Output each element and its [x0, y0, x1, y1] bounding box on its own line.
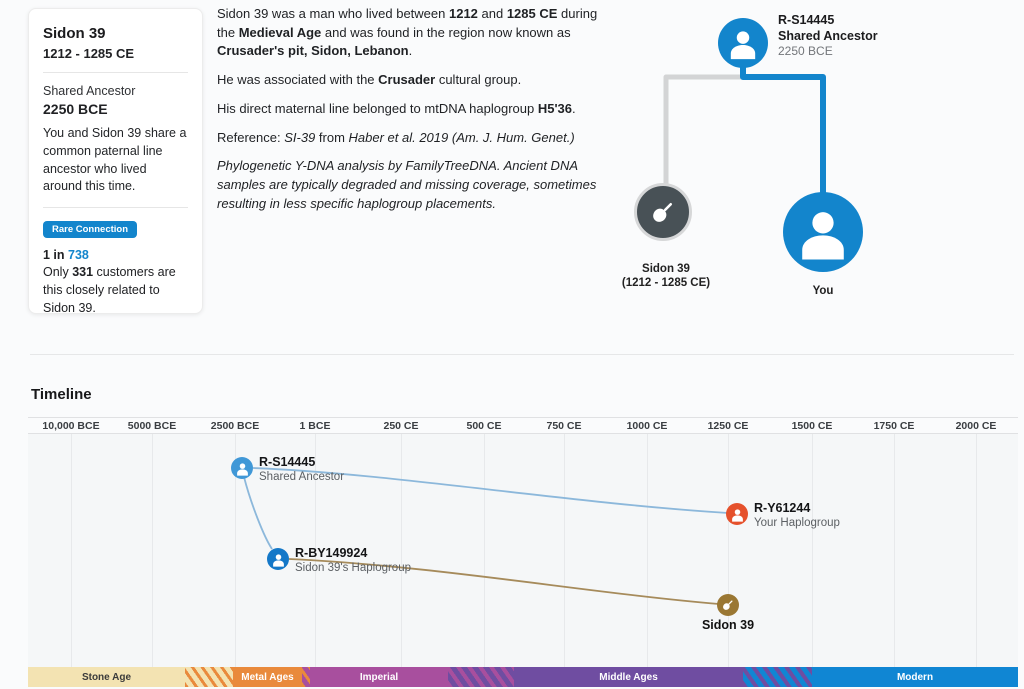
timeline-node-shared-ancestor[interactable] [231, 457, 253, 479]
timeline-shared-title: R-S14445 [259, 455, 316, 469]
timeline-branch-curves [243, 467, 729, 605]
tree-shared-ancestor-labels: R-S14445 Shared Ancestor 2250 BCE [778, 13, 878, 59]
person-icon [730, 31, 756, 60]
about-paragraph-life: Sidon 39 was a man who lived between 121… [217, 6, 598, 59]
timeline-your-hg-subtitle: Your Haplogroup [754, 517, 840, 529]
rarity-ratio[interactable]: 1 in 738 [43, 248, 89, 262]
gridline [401, 434, 402, 667]
era-metal-ages: Metal Ages [233, 667, 302, 687]
timeline-node-your-haplogroup[interactable] [726, 503, 748, 525]
era-label-middle-ages: Middle Ages [599, 671, 658, 683]
timeline-heading: Timeline [31, 386, 92, 403]
tree-ancestor-date: 2250 BCE [778, 44, 833, 59]
era-label-metal-ages: Metal Ages [241, 671, 294, 683]
timeline-shared-subtitle: Shared Ancestor [259, 471, 345, 483]
tree-connector-lines [663, 61, 826, 199]
tree-ancestor-haplogroup: R-S14445 [778, 13, 835, 27]
era-transition-imperial-middle [448, 667, 514, 687]
gridline [152, 434, 153, 667]
card-title: Sidon 39 [43, 25, 106, 42]
about-paragraph-culture: He was associated with the Crusader cult… [217, 72, 522, 88]
timeline-sidon-hg-title: R-BY149924 [295, 546, 368, 560]
tree-ancestor-label: Shared Ancestor [778, 28, 878, 43]
gridline [71, 434, 72, 667]
section-divider [30, 354, 1014, 355]
ancient-connection-card: Sidon 39 1212 - 1285 CE Shared Ancestor … [28, 8, 203, 315]
gridline [976, 434, 977, 667]
axis-tick: 750 CE [546, 420, 582, 432]
shared-ancestor-description: You and Sidon 39 share a common paternal… [43, 126, 187, 194]
axis-tick: 1500 CE [791, 420, 833, 432]
era-middle-ages: Middle Ages [514, 667, 743, 687]
timeline-node-sidon39[interactable] [717, 594, 739, 616]
era-transition-metal-imperial [302, 667, 310, 687]
tree-you-node [783, 192, 863, 272]
about-paragraph-reference: Reference: SI-39 from Haber et al. 2019 … [217, 129, 575, 145]
gridline [647, 434, 648, 667]
gridline [728, 434, 729, 667]
axis-tick: 2500 BCE [210, 420, 260, 432]
person-icon [802, 212, 844, 260]
tree-you-label: You [812, 285, 834, 297]
closeness-text: Only 331 customers are this closely rela… [43, 265, 176, 315]
rare-connection-badge: Rare Connection [43, 221, 138, 238]
era-label-imperial: Imperial [359, 671, 399, 683]
tree-sidon39-labels: Sidon 39 (1212 - 1285 CE) [600, 262, 732, 290]
era-stone-age: Stone Age [28, 667, 185, 687]
gridline [235, 434, 236, 667]
era-transition-middle-modern [743, 667, 812, 687]
era-transition-stone-metal [185, 667, 233, 687]
gridline [315, 434, 316, 667]
era-label-modern: Modern [896, 671, 934, 683]
axis-tick: 250 CE [383, 420, 419, 432]
axis-tick: 1 BCE [299, 420, 331, 432]
shared-ancestor-date: 2250 BCE [43, 101, 108, 117]
era-imperial: Imperial [310, 667, 448, 687]
card-dates: 1212 - 1285 CE [43, 46, 135, 61]
timeline-chart: R-S14445 Shared Ancestor R-BY149924 Sido… [28, 434, 1018, 667]
tree-sidon39-node [634, 183, 692, 241]
timeline-your-hg-title: R-Y61244 [754, 501, 811, 515]
card-divider [43, 72, 188, 73]
axis-tick: 5000 BCE [127, 420, 177, 432]
era-modern: Modern [812, 667, 1018, 687]
timeline-sidon-hg-subtitle: Sidon 39's Haplogroup [295, 562, 411, 574]
tree-shared-ancestor-node [718, 18, 768, 68]
tree-sidon39-dates: (1212 - 1285 CE) [621, 277, 711, 290]
ancestry-tree-diagram: R-S14445 Shared Ancestor 2250 BCE Sidon … [610, 0, 1024, 315]
gridline [484, 434, 485, 667]
about-section: Sidon 39 was a man who lived between 121… [217, 5, 614, 223]
axis-tick: 1000 CE [626, 420, 668, 432]
person-icon [731, 508, 743, 522]
axis-tick: 1250 CE [707, 420, 749, 432]
timeline-axis: 10,000 BCE 5000 BCE 2500 BCE 1 BCE 250 C… [28, 417, 1018, 434]
timeline-shared-labels: R-S14445 Shared Ancestor [259, 455, 344, 485]
era-label-stone-age: Stone Age [81, 671, 132, 683]
shared-ancestor-label: Shared Ancestor [43, 84, 136, 98]
shovel-icon [653, 202, 673, 222]
timeline-sidon-hg-labels: R-BY149924 Sidon 39's Haplogroup [295, 546, 411, 576]
timeline-your-hg-labels: R-Y61244 Your Haplogroup [754, 501, 840, 531]
era-bands: Stone Age Metal Ages Imperial Middle Age… [28, 667, 1018, 687]
gridline [894, 434, 895, 667]
person-icon [236, 462, 248, 476]
timeline-sidon39-label: Sidon 39 [701, 618, 755, 632]
axis-tick: 1750 CE [873, 420, 915, 432]
axis-tick: 10,000 BCE [42, 420, 100, 432]
card-divider-2 [43, 207, 188, 208]
gridline [812, 434, 813, 667]
axis-tick: 2000 CE [955, 420, 997, 432]
shovel-icon [723, 600, 733, 610]
about-paragraph-mtdna: His direct maternal line belonged to mtD… [217, 100, 576, 116]
about-paragraph-disclaimer: Phylogenetic Y-DNA analysis by FamilyTre… [217, 158, 597, 211]
gridline [564, 434, 565, 667]
tree-sidon39-name: Sidon 39 [642, 263, 690, 275]
timeline-node-sidon-haplogroup[interactable] [267, 548, 289, 570]
axis-tick: 500 CE [466, 420, 502, 432]
person-icon [272, 553, 284, 567]
